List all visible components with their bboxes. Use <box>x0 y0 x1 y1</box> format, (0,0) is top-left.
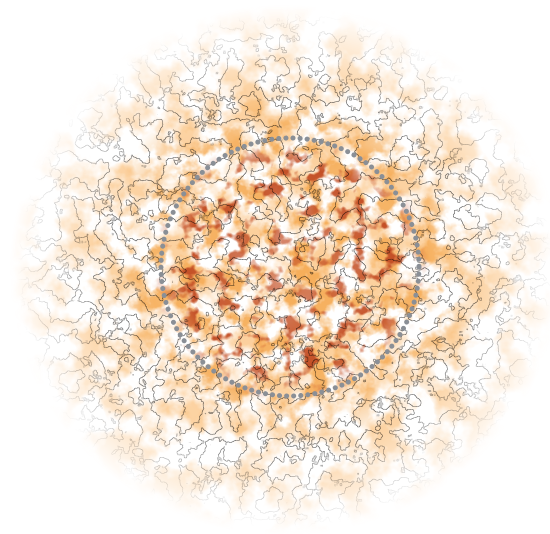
contour-lines <box>17 12 550 528</box>
page <box>0 0 550 534</box>
contour-map <box>0 0 550 534</box>
